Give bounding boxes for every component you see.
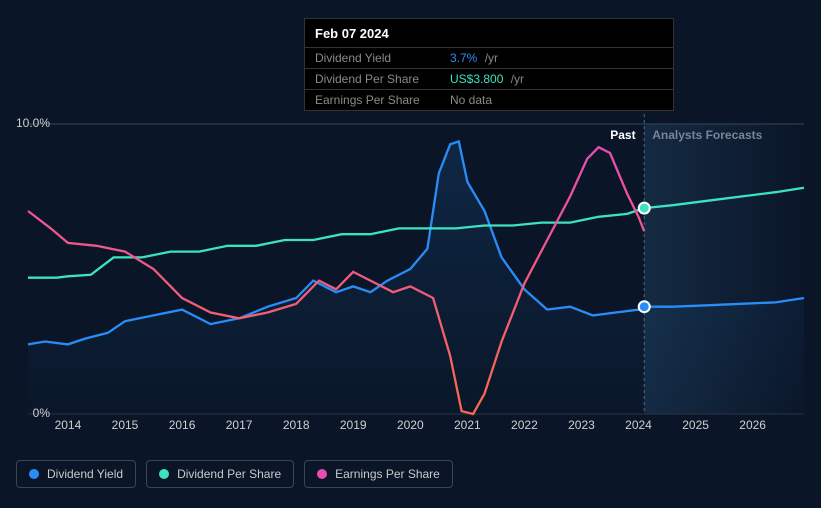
chart-tooltip: Feb 07 2024 Dividend Yield3.7% /yrDivide…	[304, 18, 674, 111]
legend-dot-icon	[29, 469, 39, 479]
x-tick-label: 2015	[112, 418, 139, 432]
legend-dot-icon	[159, 469, 169, 479]
tooltip-row: Dividend Yield3.7% /yr	[305, 48, 673, 69]
x-tick-label: 2014	[55, 418, 82, 432]
tooltip-row: Earnings Per ShareNo data	[305, 90, 673, 111]
legend-label: Dividend Yield	[47, 467, 123, 481]
tooltip-row: Dividend Per ShareUS$3.800 /yr	[305, 69, 673, 90]
x-tick-label: 2025	[682, 418, 709, 432]
legend-item[interactable]: Dividend Yield	[16, 460, 136, 488]
forecast-label: Analysts Forecasts	[652, 128, 762, 142]
legend-item[interactable]: Dividend Per Share	[146, 460, 294, 488]
x-tick-label: 2017	[226, 418, 253, 432]
legend-label: Earnings Per Share	[335, 467, 440, 481]
dividend-chart: 0% 10.0% 2014 2015 2016 2017 2018 2019 2020 2021…	[0, 0, 821, 508]
tooltip-row-label: Earnings Per Share	[305, 90, 440, 111]
tooltip-table: Dividend Yield3.7% /yrDividend Per Share…	[305, 47, 673, 110]
tooltip-row-value: US$3.800 /yr	[440, 69, 673, 90]
x-tick-label: 2024	[625, 418, 652, 432]
past-label: Past	[610, 128, 635, 142]
x-tick-label: 2023	[568, 418, 595, 432]
x-tick-label: 2018	[283, 418, 310, 432]
x-tick-label: 2021	[454, 418, 481, 432]
tooltip-row-value: 3.7% /yr	[440, 48, 673, 69]
legend-item[interactable]: Earnings Per Share	[304, 460, 453, 488]
y-tick-label: 0%	[33, 406, 50, 420]
tooltip-row-value: No data	[440, 90, 673, 111]
x-tick-label: 2020	[397, 418, 424, 432]
x-tick-label: 2016	[169, 418, 196, 432]
x-tick-label: 2022	[511, 418, 538, 432]
tooltip-date: Feb 07 2024	[305, 19, 673, 47]
legend-dot-icon	[317, 469, 327, 479]
chart-legend: Dividend Yield Dividend Per Share Earnings…	[16, 460, 453, 488]
x-tick-label: 2026	[739, 418, 766, 432]
y-tick-label: 10.0%	[16, 116, 50, 130]
x-tick-label: 2019	[340, 418, 367, 432]
tooltip-row-label: Dividend Per Share	[305, 69, 440, 90]
legend-label: Dividend Per Share	[177, 467, 281, 481]
tooltip-row-label: Dividend Yield	[305, 48, 440, 69]
